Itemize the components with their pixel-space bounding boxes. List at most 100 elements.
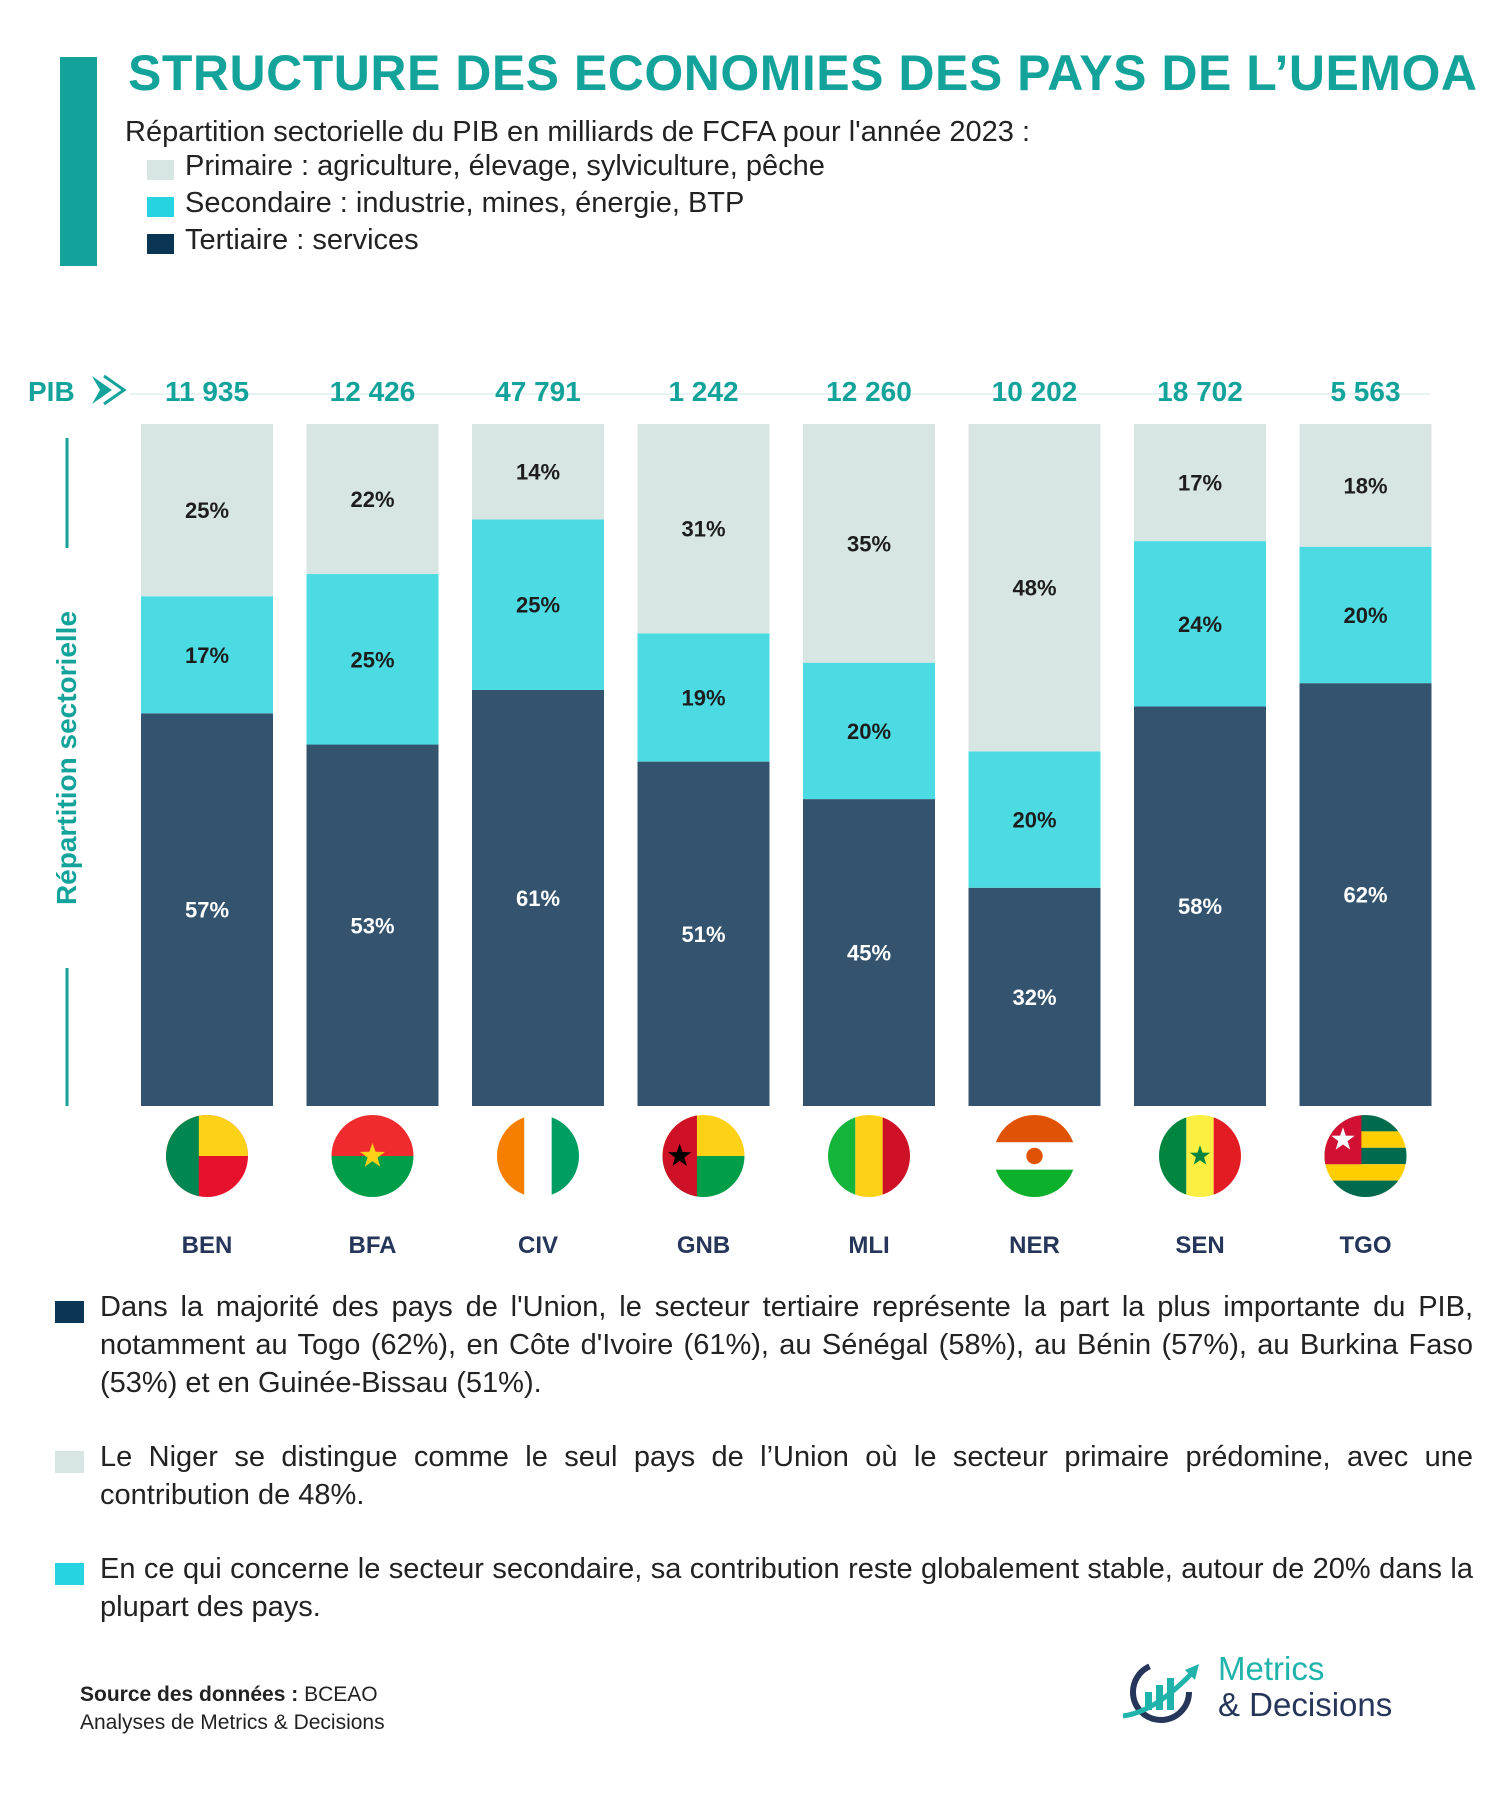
bar-mli-primaire	[803, 424, 935, 663]
data-label-mli-tertiaire: 45%	[847, 941, 891, 966]
pib-value-ben: 11 935	[165, 376, 249, 407]
data-label-civ-primaire: 14%	[516, 460, 560, 485]
data-label-tgo-tertiaire: 62%	[1343, 883, 1387, 908]
data-label-tgo-primaire: 18%	[1343, 473, 1387, 498]
finding-bullet-primaire	[55, 1451, 84, 1473]
finding-bullet-tertiaire	[55, 1301, 84, 1323]
data-label-sen-secondaire: 24%	[1178, 612, 1222, 637]
togo-flag-icon	[1324, 1115, 1407, 1197]
stacked-bar-chart: PIB Répartition sectorielle 57% 17% 25% 11 9…	[28, 374, 1432, 1259]
bar-sen-primaire	[1134, 424, 1266, 542]
pib-value-bfa: 12 426	[330, 376, 416, 407]
country-code-civ: CIV	[518, 1232, 558, 1259]
bar-gnb-secondaire	[637, 633, 770, 762]
data-label-gnb-secondaire: 19%	[681, 685, 725, 710]
country-code-tgo: TGO	[1340, 1232, 1392, 1259]
data-label-bfa-secondaire: 25%	[350, 647, 394, 672]
pib-value-gnb: 1 242	[668, 376, 738, 407]
bar-gnb-tertiaire	[637, 761, 770, 1106]
source-label: Source des données :	[80, 1683, 299, 1706]
pib-arrow-outline-icon	[103, 374, 127, 406]
data-label-bfa-tertiaire: 53%	[350, 913, 394, 938]
y-axis-label: Répartition sectorielle	[51, 611, 82, 905]
page-subtitle: Répartition sectorielle du PIB en millia…	[125, 116, 1031, 148]
niger-flag-icon	[993, 1115, 1076, 1197]
finding-text-tertiaire: Dans la majorité des pays de l'Union, le…	[100, 1291, 1473, 1399]
source-value: BCEAO	[304, 1683, 378, 1706]
data-label-ben-primaire: 25%	[185, 498, 229, 523]
legend-label-tertiaire: Tertiaire : services	[185, 224, 419, 256]
data-label-ben-secondaire: 17%	[185, 643, 229, 668]
pib-value-sen: 18 702	[1157, 376, 1243, 407]
pib-arrow-icon	[92, 376, 112, 404]
country-code-mli: MLI	[848, 1232, 889, 1259]
data-label-mli-primaire: 35%	[847, 531, 891, 556]
data-label-ner-tertiaire: 32%	[1012, 985, 1056, 1010]
data-label-tgo-secondaire: 20%	[1343, 603, 1387, 628]
data-source: Source des données : BCEAO	[80, 1683, 378, 1707]
country-code-ben: BEN	[182, 1232, 233, 1259]
data-label-civ-tertiaire: 61%	[516, 886, 560, 911]
page-title: STRUCTURE DES ECONOMIES DES PAYS DE L’UE…	[128, 45, 1478, 101]
country-code-ner: NER	[1009, 1232, 1060, 1259]
metrics-decisions-logo: Metrics & Decisions	[1115, 1650, 1415, 1740]
burkina-faso-flag-icon	[331, 1115, 414, 1197]
pib-value-ner: 10 202	[992, 376, 1078, 407]
data-label-sen-primaire: 17%	[1178, 471, 1222, 496]
pib-label: PIB	[28, 376, 75, 407]
cote-divoire-flag-icon	[497, 1115, 579, 1197]
country-code-gnb: GNB	[677, 1232, 730, 1259]
data-label-ner-secondaire: 20%	[1012, 808, 1056, 833]
mali-flag-icon	[828, 1115, 910, 1197]
pib-value-tgo: 5 563	[1330, 376, 1400, 407]
data-label-civ-secondaire: 25%	[516, 593, 560, 618]
pib-value-mli: 12 260	[826, 376, 912, 407]
bar-ner-tertiaire	[968, 887, 1101, 1106]
bar-civ-tertiaire	[472, 689, 604, 1106]
bar-ner-secondaire	[968, 751, 1101, 888]
bar-tgo-tertiaire	[1299, 683, 1432, 1106]
legend-label-secondaire: Secondaire : industrie, mines, énergie, …	[185, 187, 745, 219]
guinea-bissau-flag-icon	[662, 1115, 745, 1197]
finding-text-secondaire: En ce qui concerne le secteur secondaire…	[100, 1553, 1473, 1623]
legend-swatch-secondaire	[147, 197, 174, 217]
pib-value-civ: 47 791	[495, 376, 581, 407]
senegal-flag-icon	[1159, 1115, 1241, 1197]
data-label-bfa-primaire: 22%	[350, 487, 394, 512]
legend-swatch-tertiaire	[147, 234, 174, 254]
analyses-credit: Analyses de Metrics & Decisions	[80, 1711, 385, 1734]
bar-ben-primaire	[141, 424, 273, 597]
legend-label-primaire: Primaire : agriculture, élevage, sylvicu…	[185, 150, 825, 182]
bar-mli-secondaire	[803, 662, 935, 800]
country-code-sen: SEN	[1175, 1232, 1224, 1259]
bar-sen-tertiaire	[1134, 706, 1266, 1106]
data-label-gnb-tertiaire: 51%	[681, 922, 725, 947]
bar-ner-primaire	[968, 424, 1101, 752]
bar-bfa-primaire	[306, 424, 439, 575]
brand-line1: Metrics	[1218, 1650, 1325, 1687]
bar-bfa-secondaire	[306, 574, 439, 745]
bar-bfa-tertiaire	[306, 744, 439, 1106]
finding-bullet-secondaire	[55, 1563, 84, 1585]
country-code-bfa: BFA	[349, 1232, 397, 1259]
bar-tgo-secondaire	[1299, 546, 1432, 684]
bar-sen-secondaire	[1134, 541, 1266, 707]
data-label-sen-tertiaire: 58%	[1178, 894, 1222, 919]
brand-line2: & Decisions	[1218, 1686, 1393, 1723]
bar-mli-tertiaire	[803, 799, 935, 1106]
legend-swatch-primaire	[147, 160, 174, 180]
bar-tgo-primaire	[1299, 424, 1432, 547]
bar-civ-secondaire	[472, 519, 604, 690]
data-label-ner-primaire: 48%	[1012, 576, 1056, 601]
data-label-ben-tertiaire: 57%	[185, 898, 229, 923]
title-accent-bar	[60, 57, 97, 266]
bar-civ-primaire	[472, 424, 604, 520]
data-label-gnb-primaire: 31%	[681, 517, 725, 542]
bar-ben-tertiaire	[141, 713, 273, 1106]
finding-text-primaire: Le Niger se distingue comme le seul pays…	[100, 1441, 1473, 1511]
bar-ben-secondaire	[141, 596, 273, 714]
logo-chart-icon	[1122, 1661, 1199, 1723]
data-label-mli-secondaire: 20%	[847, 719, 891, 744]
benin-flag-icon	[166, 1115, 248, 1197]
bar-gnb-primaire	[637, 424, 770, 634]
